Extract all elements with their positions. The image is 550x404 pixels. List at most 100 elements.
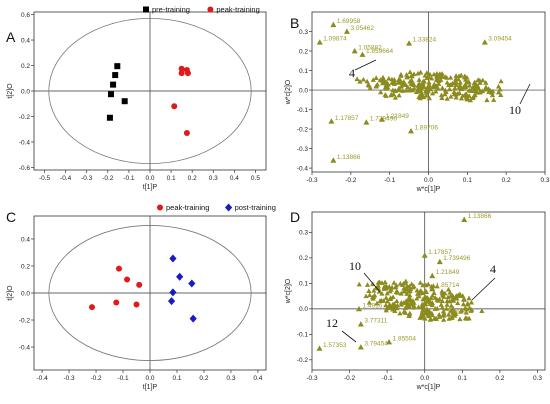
loading-point	[428, 75, 435, 81]
loading-point	[436, 71, 443, 77]
y-tick-label: 0.0	[299, 306, 308, 313]
panel-letter: B	[290, 15, 299, 31]
loading-point	[425, 86, 431, 91]
loading-point	[450, 80, 456, 86]
x-tick-label: 0.3	[533, 375, 542, 382]
loading-point	[482, 86, 488, 92]
loading-point	[407, 292, 413, 298]
loading-point	[495, 83, 502, 89]
loading-point	[387, 295, 394, 301]
loading-point	[364, 282, 371, 287]
loading-point	[392, 88, 398, 94]
loading-point	[383, 93, 389, 98]
loading-point	[403, 278, 409, 284]
loading-point	[446, 82, 452, 88]
loading-point	[439, 74, 445, 79]
loading-point	[432, 306, 438, 311]
loading-point	[417, 87, 424, 93]
data-point	[178, 70, 185, 77]
labeled-loading-point	[359, 51, 366, 57]
x-tick-label: 0.2	[502, 177, 511, 184]
x-axis-label: w*c[1]P	[416, 384, 441, 391]
loading-point	[452, 85, 458, 91]
loading-point	[419, 90, 425, 96]
loading-point-label: 1.89706	[415, 125, 439, 132]
x-axis-label: w*c[1]P	[416, 186, 441, 193]
loading-point	[423, 289, 430, 294]
loading-point	[460, 293, 466, 298]
loading-point	[447, 74, 454, 80]
annotation-number: 10	[349, 259, 361, 273]
panel-d: -0.3 -0.2 -0.1 0.0 0.1 0.2 0.3 0.3 0.2 0.1 0.0 -0.1…	[285, 209, 546, 391]
loading-point	[491, 97, 497, 102]
loading-point-label: 3.05462	[350, 25, 374, 32]
loading-point	[468, 299, 475, 305]
loading-point	[448, 93, 454, 99]
x-tick-label: -0.4	[60, 175, 72, 182]
loading-point	[427, 71, 433, 77]
loading-point	[411, 71, 417, 77]
x-tick-label: -0.3	[306, 375, 318, 382]
annotation-arrow	[341, 330, 357, 343]
loading-point	[403, 82, 409, 87]
loading-point	[457, 291, 463, 297]
y-tick-label: -0.4	[19, 139, 31, 146]
loading-point	[457, 316, 463, 322]
x-tick-label: 0.5	[251, 175, 260, 182]
y-tick-label: 0.2	[299, 48, 308, 55]
loading-point	[384, 305, 390, 311]
loading-point	[475, 77, 481, 83]
loading-point	[378, 89, 384, 95]
loading-point	[439, 85, 445, 91]
loading-point	[464, 79, 470, 84]
loading-point	[442, 290, 448, 296]
loading-point	[446, 316, 452, 321]
loading-point	[446, 86, 453, 92]
loading-point	[466, 295, 472, 301]
loading-point	[423, 92, 430, 98]
loading-point	[366, 288, 372, 293]
loading-point	[407, 295, 413, 301]
x-tick-label: -0.1	[117, 375, 129, 382]
loading-point-label: 1.57353	[323, 342, 347, 349]
data-point	[133, 301, 140, 308]
x-tick-label: 0.0	[420, 375, 429, 382]
loading-point	[396, 92, 402, 98]
legend-label: peak-training	[216, 5, 259, 14]
loading-point	[406, 313, 412, 319]
loading-point	[457, 79, 463, 85]
loading-point	[408, 73, 414, 78]
loading-point-label: 1.13866	[337, 154, 361, 161]
loading-point	[414, 287, 420, 293]
x-tick-label: 0.3	[209, 175, 218, 182]
loading-point	[396, 85, 402, 91]
y-tick-label: 0.1	[299, 281, 308, 288]
loading-point	[394, 289, 400, 294]
loading-point	[471, 88, 477, 94]
loading-point	[383, 79, 389, 85]
y-tick-label: 0.0	[21, 290, 30, 297]
loading-point	[370, 77, 376, 82]
loading-point	[434, 283, 440, 289]
x-tick-label: -0.1	[384, 177, 396, 184]
annotation-number: 4	[349, 66, 355, 80]
loading-point	[477, 80, 483, 85]
x-tick-label: 0.3	[226, 375, 235, 382]
loading-point	[387, 288, 393, 294]
loading-point	[472, 81, 479, 87]
loading-point	[394, 298, 400, 304]
loading-point	[399, 80, 405, 86]
loading-point	[392, 308, 398, 314]
loading-point	[431, 71, 437, 77]
loading-point	[462, 84, 469, 90]
x-tick-label: 0.1	[463, 177, 472, 184]
x-tick-label: -0.3	[63, 375, 75, 382]
labeled-loading-point	[440, 312, 447, 318]
loading-point	[374, 300, 380, 306]
loading-point	[463, 91, 469, 97]
loading-point	[454, 91, 461, 96]
loading-point-label: 1.859664	[366, 48, 393, 55]
loading-point	[388, 92, 394, 97]
y-tick-label: -0.1	[297, 107, 309, 114]
annotation-arrow	[354, 59, 377, 71]
